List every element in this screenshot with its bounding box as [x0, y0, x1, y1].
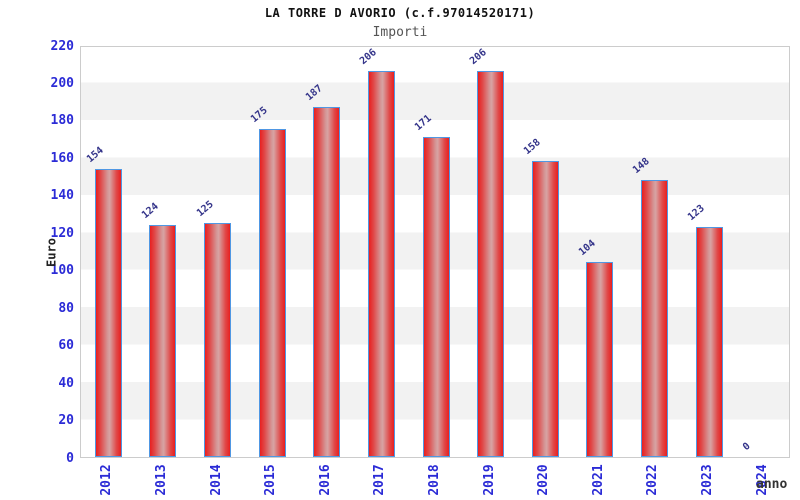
x-tick-label-2018: 2018	[427, 464, 442, 496]
bar-2018	[422, 136, 450, 457]
bar-2015	[258, 129, 286, 457]
value-label-2020: 158	[522, 137, 544, 158]
value-label-2024: 0	[740, 440, 753, 453]
value-label-2019: 206	[467, 47, 489, 68]
bar-2019	[477, 71, 505, 457]
x-tick-label-2015: 2015	[263, 464, 279, 496]
y-tick-label: 200	[50, 75, 74, 91]
chart-subtitle: Importi	[372, 25, 428, 40]
bar-2012	[94, 168, 122, 457]
value-label-2014: 125	[194, 198, 216, 219]
x-tick-label-2017: 2017	[372, 464, 388, 496]
bar-2022	[640, 179, 668, 457]
y-tick-label: 100	[50, 263, 74, 279]
bar-2016	[313, 106, 341, 457]
y-tick-label: 160	[50, 150, 74, 166]
x-tick-label-2012: 2012	[99, 464, 115, 496]
bar-2021	[586, 262, 614, 457]
bar-2014	[204, 222, 232, 457]
y-tick-label: 220	[50, 38, 74, 54]
y-tick-label: 0	[66, 450, 74, 466]
bar-2023	[695, 226, 723, 457]
y-tick-label: 20	[58, 413, 74, 429]
bar-2017	[367, 71, 395, 457]
x-tick-label-2016: 2016	[317, 464, 333, 496]
value-label-2018: 171	[412, 112, 434, 133]
chart-title: LA TORRE D AVORIO (c.f.97014520171)	[264, 6, 536, 20]
value-label-2012: 154	[85, 144, 107, 165]
x-tick-label-2014: 2014	[208, 464, 224, 496]
y-tick-label: 60	[58, 338, 74, 354]
y-tick-label: 140	[50, 188, 74, 204]
value-label-2021: 104	[576, 238, 598, 259]
bar-2020	[531, 161, 559, 457]
x-tick-label-2021: 2021	[590, 464, 606, 496]
value-label-2016: 187	[303, 82, 325, 103]
value-label-2017: 206	[358, 47, 380, 68]
x-tick-label-2022: 2022	[645, 464, 661, 496]
x-tick-label-2020: 2020	[536, 464, 552, 496]
value-label-2023: 123	[685, 202, 707, 223]
x-tick-label-2023: 2023	[700, 464, 716, 496]
value-label-2013: 124	[139, 200, 161, 221]
y-tick-label: 120	[50, 225, 74, 241]
x-axis-title: anno	[756, 477, 788, 492]
y-tick-label: 80	[58, 300, 74, 316]
y-axis-title: Euro	[44, 238, 59, 267]
value-label-2022: 148	[631, 155, 653, 176]
value-label-2015: 175	[249, 105, 270, 126]
plot-area: 154 124 125 175 187 206 171 206 158 104 148 123 0	[80, 46, 790, 458]
x-tick-label-2019: 2019	[481, 464, 497, 496]
x-tick-label-2013: 2013	[153, 464, 169, 496]
y-tick-label: 40	[58, 375, 74, 391]
bar-2013	[149, 224, 177, 457]
y-tick-label: 180	[50, 113, 74, 129]
